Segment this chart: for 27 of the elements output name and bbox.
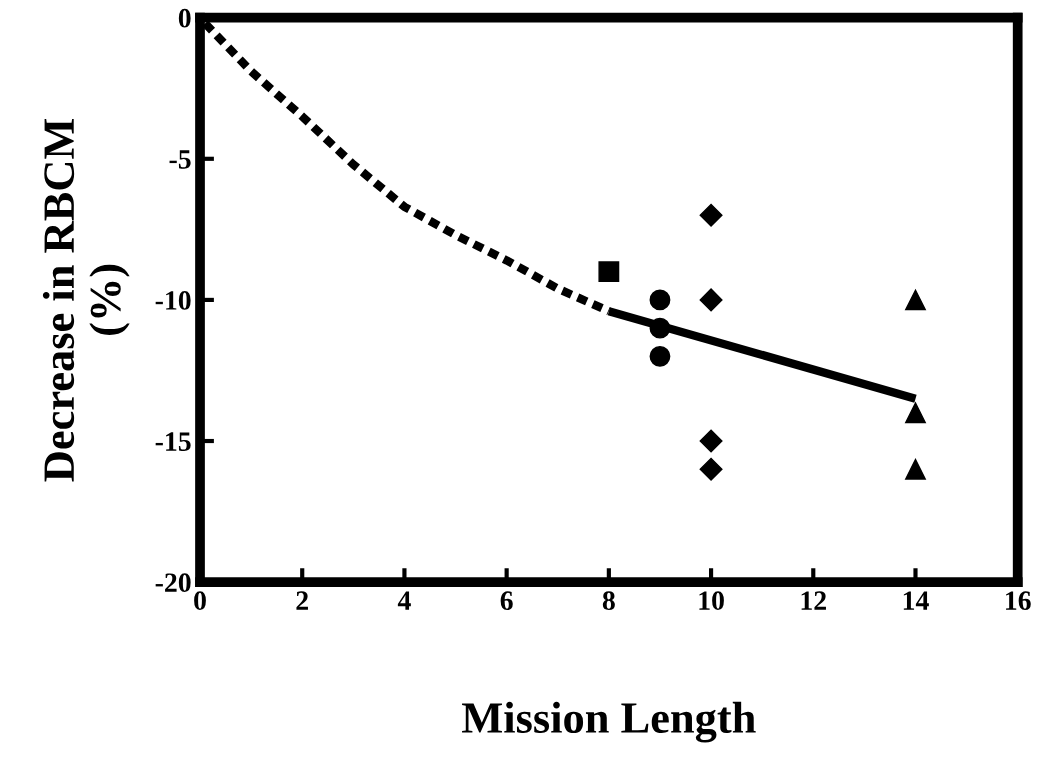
point bbox=[905, 402, 926, 424]
point bbox=[699, 457, 723, 481]
point bbox=[699, 288, 723, 312]
y-tick-label: -20 bbox=[155, 573, 191, 593]
y-axis-title: Decrease in RBCM (%) bbox=[42, 118, 130, 482]
y-tick-label: -10 bbox=[155, 291, 191, 310]
point bbox=[699, 203, 723, 227]
x-tick-label: 0 bbox=[194, 591, 206, 611]
point bbox=[598, 261, 620, 283]
point bbox=[905, 458, 926, 480]
x-tick-label: 10 bbox=[699, 591, 724, 611]
x-tick-label: 12 bbox=[801, 591, 826, 610]
point bbox=[649, 345, 671, 367]
x-tick-label: 14 bbox=[903, 591, 929, 610]
point bbox=[905, 289, 926, 311]
x-axis-title: Mission Length bbox=[462, 701, 756, 743]
point bbox=[649, 317, 671, 339]
x-tick-label: 2 bbox=[296, 591, 308, 610]
y-tick-label: -5 bbox=[169, 150, 191, 169]
x-tick-label: 4 bbox=[397, 591, 411, 610]
x-tick-label: 8 bbox=[602, 591, 615, 611]
point bbox=[649, 289, 671, 311]
point bbox=[699, 429, 723, 453]
y-tick-label: -15 bbox=[155, 432, 191, 451]
y-tick-label: 0 bbox=[178, 8, 191, 28]
x-tick-label: 16 bbox=[1006, 591, 1031, 611]
x-tick-label: 6 bbox=[500, 591, 513, 611]
